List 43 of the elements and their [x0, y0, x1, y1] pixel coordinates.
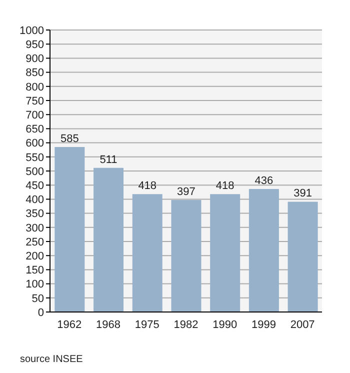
- data-label: 418: [216, 180, 234, 192]
- source-note: source INSEE: [20, 354, 83, 365]
- x-tick-label: 1999: [251, 318, 276, 331]
- x-tick-label: 1990: [212, 318, 238, 331]
- y-tick-label: 700: [26, 110, 44, 122]
- y-tick-label: 750: [26, 95, 44, 108]
- y-tick-label: 950: [26, 39, 44, 52]
- data-label: 585: [60, 133, 79, 146]
- x-tick-label: 1982: [174, 318, 198, 331]
- data-label: 418: [138, 180, 157, 192]
- y-tick-label: 600: [26, 138, 44, 150]
- bar: [171, 200, 202, 312]
- y-tick-label: 400: [26, 194, 44, 206]
- y-tick-label: 50: [32, 292, 44, 305]
- data-label: 391: [294, 188, 312, 200]
- y-tick-label: 100: [26, 278, 44, 291]
- y-tick-label: 850: [26, 67, 44, 80]
- x-tick-label: 1975: [134, 318, 160, 331]
- data-label: 397: [177, 186, 196, 198]
- bar: [248, 189, 279, 312]
- y-tick-label: 900: [26, 53, 44, 66]
- data-label: 436: [254, 175, 274, 188]
- data-label: 511: [100, 154, 118, 166]
- bar: [210, 194, 240, 312]
- bar: [54, 147, 85, 312]
- y-tick-label: 1000: [20, 24, 44, 37]
- y-tick-label: 800: [26, 81, 44, 94]
- y-tick-label: 200: [26, 250, 44, 263]
- y-tick-label: 650: [26, 124, 44, 136]
- x-tick-label: 2007: [290, 318, 315, 331]
- x-tick-label: 1968: [96, 318, 121, 331]
- x-tick-label: 1962: [57, 318, 82, 331]
- y-tick-label: 450: [26, 180, 44, 192]
- y-tick-label: 350: [26, 208, 44, 220]
- y-tick-label: 0: [38, 306, 44, 319]
- y-tick-label: 150: [26, 264, 44, 277]
- bar: [94, 168, 124, 312]
- y-tick-label: 250: [26, 236, 44, 248]
- y-tick-label: 300: [26, 222, 44, 234]
- y-tick-label: 550: [26, 152, 44, 164]
- y-tick-label: 500: [26, 166, 44, 178]
- bar: [288, 202, 318, 312]
- bar: [132, 194, 162, 312]
